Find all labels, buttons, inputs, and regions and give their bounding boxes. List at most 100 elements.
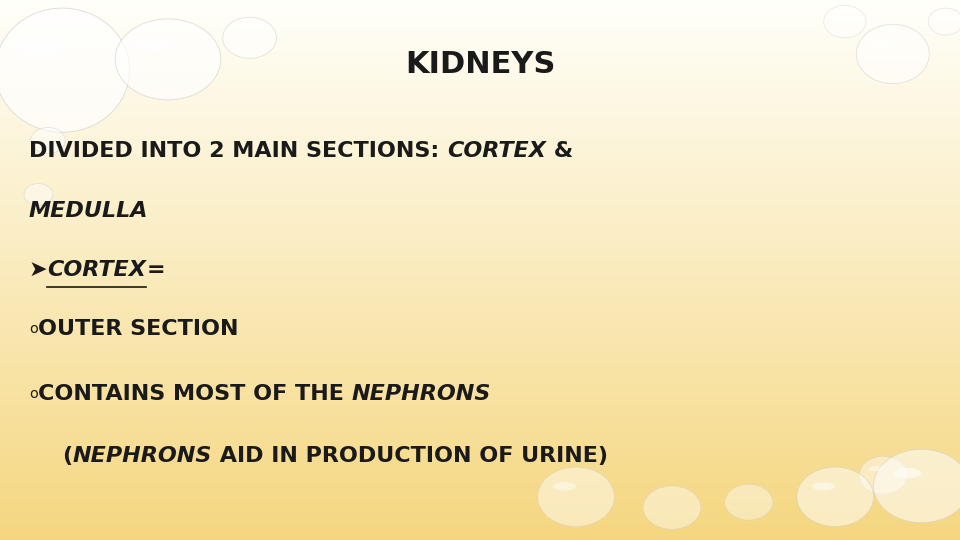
Bar <box>0 418 960 420</box>
Bar <box>0 377 960 378</box>
Bar <box>0 455 960 456</box>
Bar <box>0 327 960 328</box>
Bar <box>0 253 960 254</box>
Bar <box>0 335 960 336</box>
Ellipse shape <box>928 8 960 35</box>
Bar <box>0 97 960 98</box>
Bar <box>0 147 960 149</box>
Text: CORTEX: CORTEX <box>47 260 146 280</box>
Bar <box>0 205 960 206</box>
Bar <box>0 487 960 489</box>
Bar <box>0 443 960 444</box>
Bar <box>0 118 960 119</box>
Text: o: o <box>29 387 37 401</box>
Ellipse shape <box>553 482 576 490</box>
Bar <box>0 404 960 405</box>
Bar <box>0 476 960 478</box>
Bar <box>0 98 960 100</box>
Bar <box>0 422 960 424</box>
Bar <box>0 303 960 305</box>
Ellipse shape <box>812 482 835 490</box>
Bar <box>0 228 960 230</box>
Bar <box>0 529 960 530</box>
Bar <box>0 483 960 485</box>
Bar <box>0 356 960 357</box>
Bar <box>0 367 960 368</box>
Bar <box>0 397 960 399</box>
Bar <box>0 173 960 174</box>
Bar <box>0 267 960 269</box>
Bar <box>0 68 960 69</box>
Bar <box>0 217 960 219</box>
Text: &: & <box>545 141 573 161</box>
Bar <box>0 498 960 500</box>
Bar <box>0 54 960 56</box>
Bar <box>0 246 960 247</box>
Bar <box>0 388 960 389</box>
Bar <box>0 364 960 366</box>
Bar <box>0 302 960 303</box>
Bar <box>0 329 960 330</box>
Bar <box>0 12 960 14</box>
Bar <box>0 89 960 90</box>
Bar <box>0 470 960 471</box>
Bar <box>0 521 960 523</box>
Bar <box>0 280 960 281</box>
Bar <box>0 428 960 429</box>
Bar <box>0 63 960 65</box>
Bar <box>0 382 960 383</box>
Bar <box>0 456 960 458</box>
Bar <box>0 307 960 308</box>
Bar <box>0 390 960 392</box>
Bar <box>0 465 960 467</box>
Ellipse shape <box>856 24 929 84</box>
Bar <box>0 45 960 46</box>
Text: OUTER SECTION: OUTER SECTION <box>37 319 238 340</box>
Bar <box>0 523 960 524</box>
Bar <box>0 447 960 448</box>
Bar <box>0 242 960 243</box>
Bar <box>0 70 960 71</box>
Bar <box>0 386 960 388</box>
Bar <box>0 410 960 411</box>
Bar <box>0 187 960 189</box>
Bar <box>0 87 960 89</box>
Bar <box>0 474 960 475</box>
Bar <box>0 86 960 87</box>
Bar <box>0 120 960 122</box>
Bar <box>0 191 960 192</box>
Bar <box>0 30 960 31</box>
Bar <box>0 366 960 367</box>
Ellipse shape <box>643 486 701 529</box>
Bar <box>0 108 960 109</box>
Bar <box>0 174 960 176</box>
Bar <box>0 24 960 25</box>
Bar <box>0 472 960 474</box>
Bar <box>0 269 960 270</box>
Bar <box>0 278 960 280</box>
Bar <box>0 4 960 5</box>
Bar <box>0 96 960 97</box>
Bar <box>0 442 960 443</box>
Bar <box>0 100 960 102</box>
Bar <box>0 152 960 154</box>
Bar <box>0 453 960 454</box>
Bar <box>0 309 960 310</box>
Bar <box>0 166 960 167</box>
Bar <box>0 519 960 521</box>
Bar <box>0 374 960 375</box>
Bar <box>0 135 960 136</box>
Bar <box>0 33 960 35</box>
Bar <box>0 81 960 82</box>
Bar <box>0 230 960 231</box>
Bar <box>0 305 960 306</box>
Bar <box>0 313 960 314</box>
Bar <box>0 539 960 540</box>
Bar <box>0 451 960 453</box>
Bar <box>0 458 960 459</box>
Ellipse shape <box>893 468 922 478</box>
Bar <box>0 368 960 370</box>
Bar <box>0 258 960 259</box>
Bar <box>0 330 960 332</box>
Bar <box>0 505 960 507</box>
